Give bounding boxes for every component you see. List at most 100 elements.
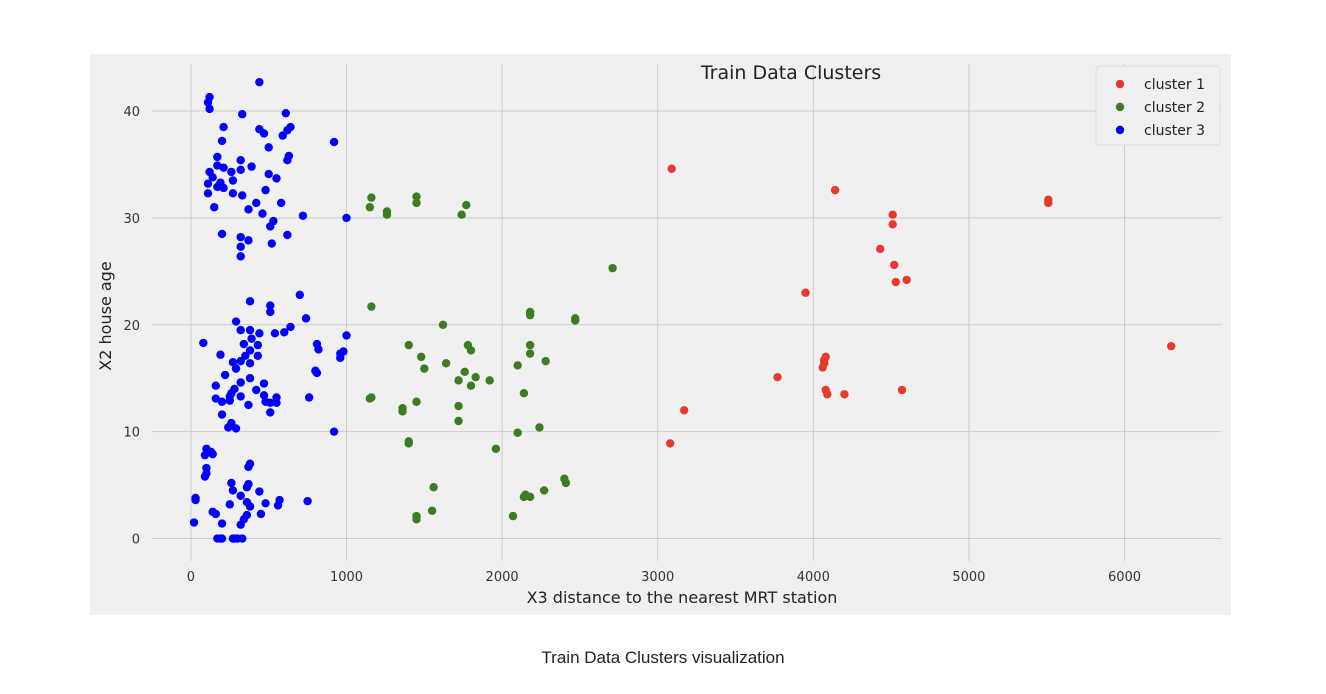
data-point — [203, 98, 213, 107]
data-point — [259, 379, 269, 388]
data-point — [608, 263, 617, 273]
data-point — [220, 370, 230, 380]
chart-title: Train Data Clusters — [700, 62, 881, 84]
data-point — [823, 390, 832, 399]
data-point — [412, 192, 421, 201]
data-point — [438, 320, 448, 329]
data-point — [245, 502, 255, 511]
data-point — [236, 242, 245, 251]
series-2 — [365, 192, 617, 524]
data-point — [295, 290, 305, 300]
data-point — [412, 515, 421, 524]
data-point — [236, 356, 245, 366]
data-point — [890, 260, 899, 270]
data-point — [535, 423, 544, 432]
data-point — [273, 501, 283, 510]
data-point — [208, 449, 217, 459]
data-point — [261, 185, 270, 195]
data-point — [460, 367, 469, 377]
data-point — [462, 200, 471, 210]
data-point — [245, 325, 255, 335]
data-point — [228, 486, 238, 495]
data-point — [404, 439, 413, 448]
data-point — [238, 191, 247, 200]
data-point — [508, 511, 518, 521]
data-point — [200, 472, 210, 481]
data-point — [225, 396, 235, 405]
data-point — [412, 397, 421, 406]
data-point — [329, 427, 339, 436]
data-point — [667, 164, 676, 173]
data-point — [219, 122, 228, 132]
data-point — [312, 368, 322, 378]
x-tick-label: 5000 — [952, 570, 985, 585]
data-point — [210, 203, 219, 212]
data-point — [255, 329, 264, 338]
x-tick-label: 6000 — [1108, 570, 1141, 585]
legend-label: cluster 2 — [1144, 100, 1205, 116]
data-point — [253, 351, 263, 360]
data-point — [773, 372, 782, 382]
data-point — [217, 397, 227, 406]
data-point — [276, 198, 286, 208]
data-point — [427, 506, 437, 515]
data-point — [239, 339, 249, 349]
x-tick-label: 0 — [187, 570, 195, 585]
data-point — [236, 252, 245, 261]
data-point — [266, 222, 275, 231]
data-point — [329, 137, 339, 147]
data-point — [231, 364, 241, 373]
data-point — [539, 486, 549, 495]
data-point — [242, 483, 252, 492]
data-point — [253, 340, 263, 350]
data-point — [897, 385, 907, 395]
data-point — [888, 210, 897, 219]
data-point — [219, 183, 228, 193]
series-3 — [189, 77, 351, 543]
legend-label: cluster 3 — [1144, 123, 1205, 139]
data-point — [236, 155, 245, 165]
y-axis-label: X2 house age — [96, 261, 115, 370]
data-point — [225, 500, 235, 509]
x-tick-label: 2000 — [486, 570, 519, 585]
data-point — [213, 152, 222, 162]
data-point — [211, 394, 220, 403]
data-point — [665, 439, 675, 448]
data-point — [283, 155, 292, 165]
data-point — [252, 385, 261, 395]
data-point — [525, 349, 535, 358]
tick-labels: 0 1000 2000 3000 4000 5000 6000 0 10 20 30 40 — [123, 105, 1141, 585]
data-point — [217, 136, 227, 146]
data-point — [200, 450, 210, 460]
data-point — [429, 483, 438, 492]
x-tick-label: 3000 — [641, 570, 674, 585]
data-point — [342, 331, 351, 340]
data-point — [454, 401, 463, 411]
scatter-chart: 0 1000 2000 3000 4000 5000 6000 0 10 20 30 40 Train… — [96, 62, 1221, 607]
data-point — [259, 391, 269, 400]
data-point — [398, 407, 407, 416]
data-point — [801, 288, 810, 297]
y-tick-label: 30 — [123, 212, 140, 227]
legend-marker — [1115, 102, 1125, 112]
y-tick-label: 10 — [123, 426, 140, 441]
data-point — [227, 478, 236, 488]
data-point — [272, 174, 281, 183]
data-point — [259, 129, 269, 138]
data-point — [252, 198, 261, 208]
data-point — [236, 392, 245, 401]
data-point — [236, 165, 245, 175]
data-point — [891, 277, 900, 287]
data-point — [228, 176, 238, 185]
data-point — [245, 297, 255, 306]
data-point — [236, 520, 245, 529]
data-point — [244, 462, 253, 472]
data-point — [457, 210, 466, 219]
data-point — [365, 203, 375, 212]
data-point — [258, 209, 267, 218]
legend-box — [1095, 65, 1221, 146]
data-point — [211, 381, 220, 390]
data-point — [217, 410, 227, 419]
data-point — [280, 328, 289, 337]
data-point — [199, 338, 208, 348]
